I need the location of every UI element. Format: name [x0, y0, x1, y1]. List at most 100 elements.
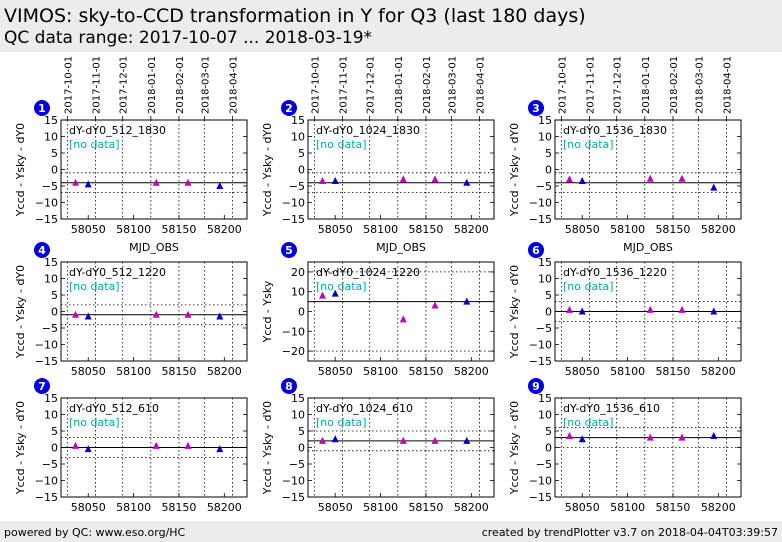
y-tick-label: 5 [545, 289, 552, 302]
x-tick-label: 58200 [454, 501, 489, 514]
data-point [84, 312, 92, 320]
y-axis-label: Yccd - Ysky - dY0 [14, 123, 27, 217]
data-point [216, 182, 224, 189]
chart-panel-3: 2017-10-01 2017-11-01 2017-12-01 2018-01-01… [508, 56, 742, 254]
y-tick-label: 0 [298, 442, 305, 455]
data-point [646, 174, 654, 182]
y-tick-label: −5 [42, 458, 58, 471]
y-axis-label: Yccd - Ysky - dY0 [14, 401, 27, 495]
top-date-label: 2018-02-01 [175, 56, 186, 114]
data-point [578, 307, 586, 315]
x-tick-label: 58200 [701, 501, 736, 514]
y-tick-label: −10 [282, 325, 305, 338]
y-axis-label: Yccd - Ysky - dY0 [261, 401, 274, 495]
data-point [184, 178, 192, 186]
y-tick-label: 5 [51, 289, 58, 302]
top-date-label: 2018-04-01 [228, 56, 239, 114]
chart-panel-1: 2017-10-01 2017-11-01 2017-12-01 2018-01-01… [14, 56, 248, 254]
data-point [578, 177, 586, 185]
y-tick-label: −15 [529, 355, 552, 368]
data-point [566, 431, 574, 439]
y-axis-label: Yccd - Ysky - dY0 [508, 265, 521, 359]
y-tick-label: 0 [51, 164, 58, 177]
no-data-note: [no data] [69, 280, 120, 293]
data-point [399, 175, 407, 183]
no-data-note: [no data] [563, 416, 614, 429]
top-date-label: 2018-03-01 [200, 56, 211, 114]
no-data-note: [no data] [563, 138, 614, 151]
data-point [710, 307, 718, 315]
x-tick-label: 58150 [655, 501, 690, 514]
x-tick-label: 58050 [318, 501, 353, 514]
series-label: dY-dY0_512_1220 [69, 266, 166, 279]
x-tick-label: 58050 [565, 223, 600, 236]
chart-panel-2: 2017-10-01 2017-11-01 2017-12-01 2018-01-01… [261, 56, 495, 254]
y-tick-label: 15 [44, 392, 58, 405]
data-point [578, 435, 586, 443]
y-tick-label: 10 [44, 273, 58, 286]
x-tick-label: 58150 [161, 223, 196, 236]
y-tick-label: −5 [42, 322, 58, 335]
data-point [710, 183, 718, 191]
top-date-label: 2017-11-01 [585, 56, 596, 114]
y-tick-label: 5 [298, 425, 305, 438]
y-tick-label: 10 [538, 409, 552, 422]
y-tick-label: 5 [298, 147, 305, 160]
x-tick-label: 58200 [701, 365, 736, 378]
chart-panel-7: −15 −10 −5 0 5 10 15 58050 58100 58150 58200 Yccd -… [14, 378, 248, 514]
y-tick-label: 15 [538, 114, 552, 127]
data-point [152, 310, 160, 318]
panel-badge [281, 378, 297, 394]
panel-badge [528, 378, 544, 394]
x-tick-label: 58150 [408, 501, 443, 514]
data-point [331, 289, 339, 297]
footer-credit: powered by QC: www.eso.org/HC [4, 526, 186, 539]
y-tick-label: −15 [529, 491, 552, 504]
data-point [72, 310, 80, 318]
top-date-label: 2017-12-01 [613, 56, 624, 114]
y-tick-label: −5 [536, 322, 552, 335]
y-tick-label: 10 [44, 131, 58, 144]
y-tick-label: 15 [538, 392, 552, 405]
y-tick-label: −5 [536, 458, 552, 471]
y-tick-label: 0 [545, 442, 552, 455]
x-tick-label: 58150 [408, 223, 443, 236]
y-tick-label: 10 [538, 131, 552, 144]
x-tick-label: 58200 [207, 501, 242, 514]
x-tick-label: 58200 [454, 365, 489, 378]
x-tick-label: 58100 [363, 223, 398, 236]
data-point [399, 436, 407, 444]
data-point [319, 177, 327, 185]
data-point [646, 305, 654, 313]
panel-number: 8 [285, 380, 293, 393]
x-tick-label: 58100 [116, 223, 151, 236]
data-point [463, 297, 471, 305]
data-point [152, 178, 160, 186]
data-point [184, 310, 192, 318]
y-tick-label: −5 [289, 180, 305, 193]
data-point [463, 178, 471, 186]
x-axis-label: MJD_OBS [376, 241, 426, 254]
panel-number: 9 [532, 380, 540, 393]
y-tick-label: −10 [529, 339, 552, 352]
x-tick-label: 58050 [71, 223, 106, 236]
series-label: dY-dY0_512_610 [69, 402, 159, 415]
panel-number: 4 [38, 244, 46, 257]
data-point [431, 301, 439, 309]
x-tick-label: 58150 [161, 365, 196, 378]
page-subtitle: QC data range: 2017-10-07 ... 2018-03-19… [4, 28, 373, 48]
x-tick-label: 58100 [363, 365, 398, 378]
top-date-label: 2018-02-01 [669, 56, 680, 114]
x-tick-label: 58050 [565, 501, 600, 514]
y-tick-label: 15 [538, 256, 552, 269]
top-date-label: 2018-02-01 [422, 56, 433, 114]
x-tick-label: 58200 [454, 223, 489, 236]
y-tick-label: 0 [298, 306, 305, 319]
series-label: dY-dY0_512_1830 [69, 124, 166, 137]
y-axis-label: Yccd - Ysky - dY0 [508, 123, 521, 217]
no-data-note: [no data] [316, 416, 367, 429]
top-date-label: 2017-12-01 [366, 56, 377, 114]
chart-panel-9: −15 −10 −5 0 5 10 15 58050 58100 58150 58200 Yccd -… [508, 378, 742, 514]
panel-number: 6 [532, 244, 540, 257]
x-tick-label: 58050 [318, 223, 353, 236]
